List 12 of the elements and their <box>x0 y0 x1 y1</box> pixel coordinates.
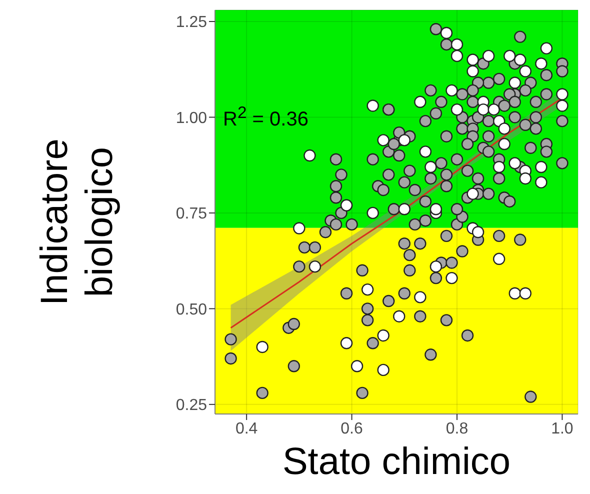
y-tick-label: 0.75 <box>176 206 208 223</box>
x-tick-label: 1.0 <box>551 420 574 438</box>
x-tick-label: 0.8 <box>446 420 468 438</box>
y-axis-title: Indicatore biologico <box>34 138 121 306</box>
annotation: R$^{2}$ = 0.36 <box>223 103 308 132</box>
x-tick-label: 0.4 <box>235 420 258 438</box>
y-tick-label: 0.25 <box>176 397 208 414</box>
y-tick-label: 0.50 <box>176 301 208 318</box>
y-tick-label: 1.00 <box>176 110 208 127</box>
x-axis-title: Stato chimico <box>282 441 511 483</box>
y-tick-label: 1.25 <box>176 14 208 32</box>
x-tick-label: 0.6 <box>340 420 363 438</box>
